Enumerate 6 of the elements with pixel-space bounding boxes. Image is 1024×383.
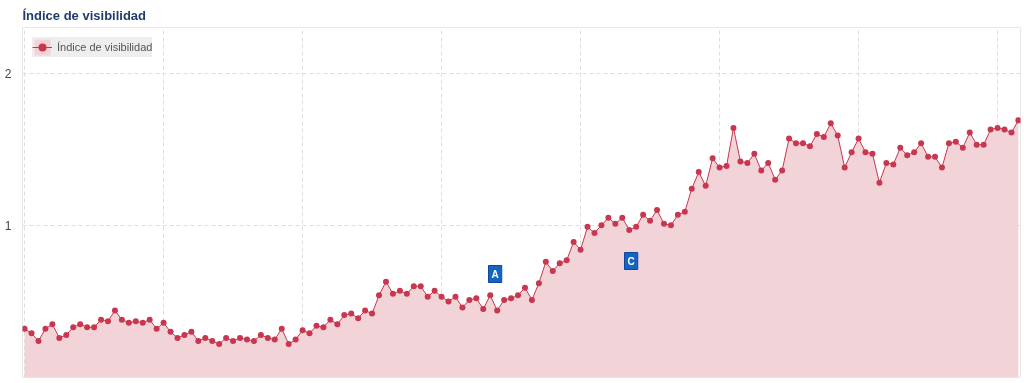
annotation: C <box>627 255 635 267</box>
annotation: A <box>491 268 499 280</box>
legend-label: Índice de visibilidad <box>57 41 153 53</box>
chart-title: Índice de visibilidad <box>22 7 147 23</box>
y-tick-label: 1 <box>4 218 12 233</box>
y-tick-label: 2 <box>4 66 12 81</box>
